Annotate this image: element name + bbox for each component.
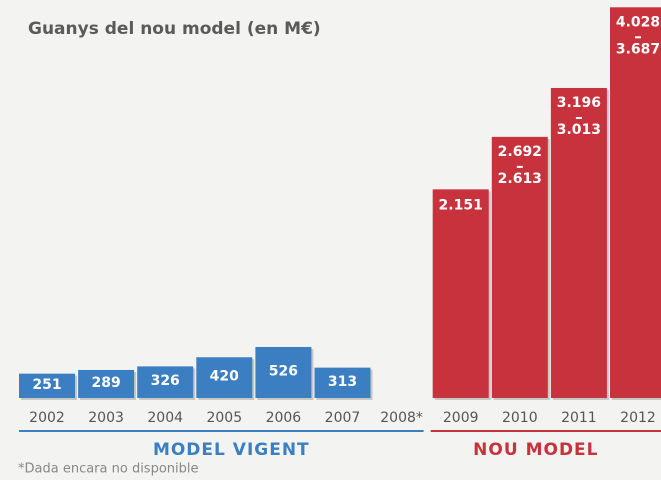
value-label: 4.028 [616, 14, 660, 30]
value-label: 313 [328, 374, 357, 390]
x-tick-label: 2007 [325, 410, 361, 426]
legend-label: MODEL VIGENT [153, 440, 310, 460]
bar [255, 346, 312, 398]
range-dash [516, 165, 523, 168]
x-tick-label: 2011 [561, 410, 597, 426]
footnote: *Dada encara no disponible [18, 462, 199, 477]
range-dash [635, 36, 641, 39]
value-label: 2.692 [498, 144, 542, 160]
value-label: 2.151 [439, 197, 483, 213]
x-tick-label: 2004 [147, 410, 183, 426]
x-tick-label: 2009 [443, 410, 479, 426]
x-tick-label: 2002 [29, 410, 65, 426]
low-value-label: 3.687 [616, 41, 660, 57]
range-dash [575, 116, 582, 119]
x-tick-label: 2008* [380, 410, 423, 426]
x-tick-label: 2012 [620, 410, 656, 426]
x-tick-label: 2010 [502, 410, 538, 426]
value-label: 420 [210, 369, 239, 385]
value-label: 289 [91, 375, 120, 391]
value-label: 326 [151, 373, 180, 389]
value-label: 3.196 [557, 95, 601, 111]
bar [432, 189, 489, 398]
bar [491, 136, 548, 398]
group-line [19, 430, 424, 432]
low-value-label: 3.013 [557, 122, 601, 138]
bar [137, 366, 194, 398]
value-label: 251 [32, 377, 61, 393]
bar [19, 373, 75, 398]
bar [610, 7, 661, 399]
bar [196, 357, 253, 398]
low-value-label: 2.613 [498, 171, 542, 187]
legend-label: NOU MODEL [473, 440, 598, 460]
x-tick-label: 2003 [88, 410, 124, 426]
value-label: 526 [269, 363, 298, 379]
chart-title: Guanys del nou model (en M€) [28, 19, 321, 39]
bar [78, 369, 135, 398]
bar [550, 87, 607, 398]
bar [314, 367, 371, 398]
x-tick-label: 2005 [206, 410, 242, 426]
x-tick-label: 2006 [266, 410, 302, 426]
group-line [430, 430, 661, 432]
